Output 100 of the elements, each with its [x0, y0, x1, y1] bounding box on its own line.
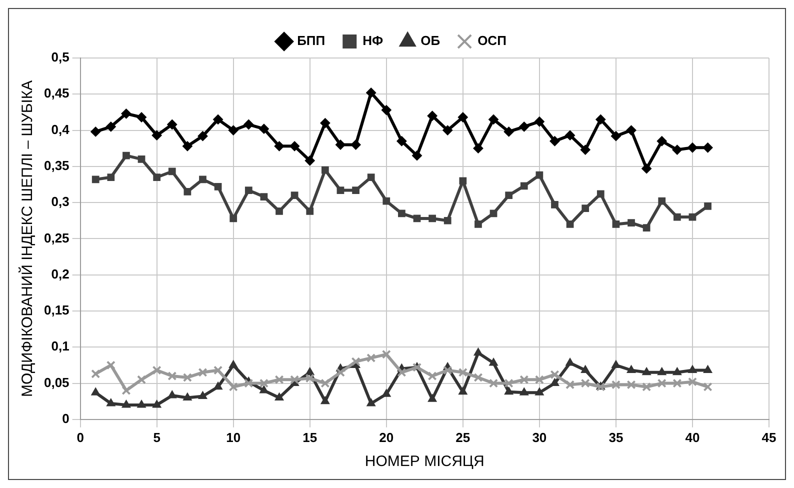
- point: [687, 142, 698, 153]
- point: [182, 372, 192, 382]
- point: [612, 360, 620, 368]
- y-tick-label: 0,25: [44, 230, 70, 246]
- point: [550, 370, 560, 380]
- point: [228, 360, 238, 368]
- point: [320, 378, 330, 388]
- point: [642, 367, 651, 376]
- point: [580, 378, 590, 388]
- y-tick-label: 0,1: [51, 338, 70, 354]
- point: [428, 371, 437, 381]
- point: [336, 368, 346, 377]
- point: [350, 140, 361, 150]
- point: [290, 375, 300, 384]
- point: [596, 190, 604, 198]
- point: [688, 377, 698, 386]
- point: [504, 126, 514, 137]
- point: [214, 182, 222, 190]
- point: [184, 188, 192, 196]
- point: [702, 142, 713, 153]
- point: [612, 220, 620, 228]
- point: [458, 112, 468, 122]
- point: [474, 220, 482, 228]
- point: [122, 386, 131, 396]
- point: [305, 374, 314, 383]
- point: [91, 369, 100, 378]
- point: [106, 398, 116, 406]
- point: [152, 130, 162, 140]
- point: [703, 365, 712, 373]
- point: [657, 367, 666, 376]
- point: [673, 213, 681, 221]
- point: [90, 126, 101, 137]
- point: [427, 110, 438, 121]
- point: [335, 140, 346, 150]
- point: [366, 398, 376, 406]
- point: [198, 391, 208, 400]
- x-tick-label: 45: [762, 430, 776, 445]
- point: [504, 386, 514, 395]
- point: [274, 141, 284, 152]
- legend-label: ОБ: [420, 33, 440, 48]
- point: [321, 166, 329, 174]
- point: [580, 365, 590, 373]
- point: [152, 400, 162, 408]
- point: [534, 375, 544, 384]
- point: [551, 201, 558, 208]
- point: [628, 219, 635, 226]
- point: [106, 122, 116, 132]
- point: [642, 164, 652, 174]
- point: [520, 388, 529, 396]
- point: [306, 208, 314, 215]
- point: [382, 350, 391, 359]
- point: [121, 108, 132, 119]
- point: [488, 114, 499, 124]
- x-tick-label: 5: [153, 430, 160, 445]
- point: [626, 125, 636, 136]
- point: [550, 378, 560, 386]
- point: [550, 136, 560, 146]
- point: [658, 197, 666, 205]
- point: [596, 114, 606, 124]
- point: [182, 141, 192, 152]
- point: [459, 177, 467, 185]
- point: [412, 150, 422, 161]
- point: [398, 210, 406, 218]
- point: [336, 186, 344, 194]
- point: [199, 176, 206, 184]
- y-tick-label: 0,05: [44, 374, 70, 390]
- point: [260, 193, 268, 200]
- legend-label: ОСП: [478, 33, 506, 48]
- point: [290, 141, 300, 152]
- point: [672, 144, 682, 155]
- point: [152, 366, 162, 375]
- point: [198, 131, 208, 142]
- point: [290, 192, 298, 200]
- point: [519, 122, 530, 132]
- point: [642, 382, 652, 392]
- point: [520, 182, 528, 190]
- point: [136, 375, 146, 384]
- point: [582, 204, 590, 212]
- point: [228, 382, 238, 392]
- point: [198, 368, 208, 377]
- point: [565, 130, 576, 140]
- x-tick-label: 20: [379, 430, 394, 445]
- point: [473, 143, 484, 154]
- point: [366, 353, 376, 362]
- point: [428, 394, 437, 402]
- point: [244, 120, 254, 130]
- point: [137, 400, 146, 408]
- x-axis-title: НОМЕР МІСЯЦЯ: [364, 453, 484, 470]
- point: [505, 192, 513, 200]
- point: [136, 112, 147, 122]
- point: [122, 400, 131, 408]
- point: [168, 371, 177, 381]
- point: [474, 372, 483, 382]
- point: [611, 380, 620, 390]
- point: [258, 124, 269, 134]
- point: [566, 220, 574, 228]
- point: [488, 378, 498, 388]
- point: [320, 396, 330, 404]
- point: [458, 386, 468, 395]
- point: [228, 125, 238, 136]
